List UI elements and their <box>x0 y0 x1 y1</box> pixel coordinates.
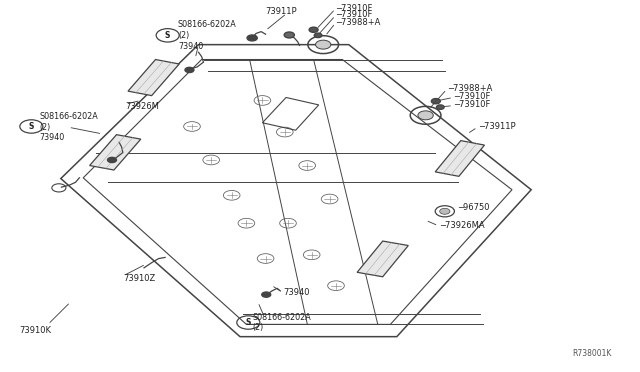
Text: 73940: 73940 <box>283 288 309 297</box>
Circle shape <box>431 99 440 104</box>
Circle shape <box>262 292 271 297</box>
Text: S08166-6202A
(2): S08166-6202A (2) <box>253 312 312 333</box>
Text: S08166-6202A
(2)
73940: S08166-6202A (2) 73940 <box>40 112 99 142</box>
Text: 73910Z: 73910Z <box>123 274 155 283</box>
Circle shape <box>185 67 194 73</box>
Circle shape <box>418 111 433 120</box>
Circle shape <box>108 157 116 163</box>
Circle shape <box>316 40 331 49</box>
Text: ─73926MA: ─73926MA <box>440 221 484 230</box>
Text: 73926M: 73926M <box>125 102 159 111</box>
Polygon shape <box>90 135 141 170</box>
Text: S: S <box>246 318 251 327</box>
Circle shape <box>314 33 322 38</box>
Circle shape <box>440 208 450 214</box>
Text: ─73910F: ─73910F <box>454 92 491 101</box>
Text: 73911P: 73911P <box>266 7 297 16</box>
Text: ─73911P: ─73911P <box>479 122 515 131</box>
Text: ─73910F: ─73910F <box>336 10 372 19</box>
Text: ─73910F: ─73910F <box>336 4 372 13</box>
Circle shape <box>284 32 294 38</box>
Circle shape <box>247 35 257 41</box>
Circle shape <box>436 105 444 109</box>
Polygon shape <box>128 60 179 96</box>
Text: S08166-6202A
(2)
73940: S08166-6202A (2) 73940 <box>178 20 237 51</box>
Text: ─73910F: ─73910F <box>454 100 491 109</box>
Text: ─73988+A: ─73988+A <box>336 18 380 27</box>
Circle shape <box>309 27 318 32</box>
Polygon shape <box>435 141 484 176</box>
Text: S: S <box>29 122 34 131</box>
Text: S: S <box>165 31 170 40</box>
Text: ─96750: ─96750 <box>458 203 489 212</box>
Polygon shape <box>357 241 408 277</box>
Text: ─73988+A: ─73988+A <box>448 84 492 93</box>
Text: 73910K: 73910K <box>19 326 51 335</box>
Text: R738001K: R738001K <box>572 349 611 358</box>
